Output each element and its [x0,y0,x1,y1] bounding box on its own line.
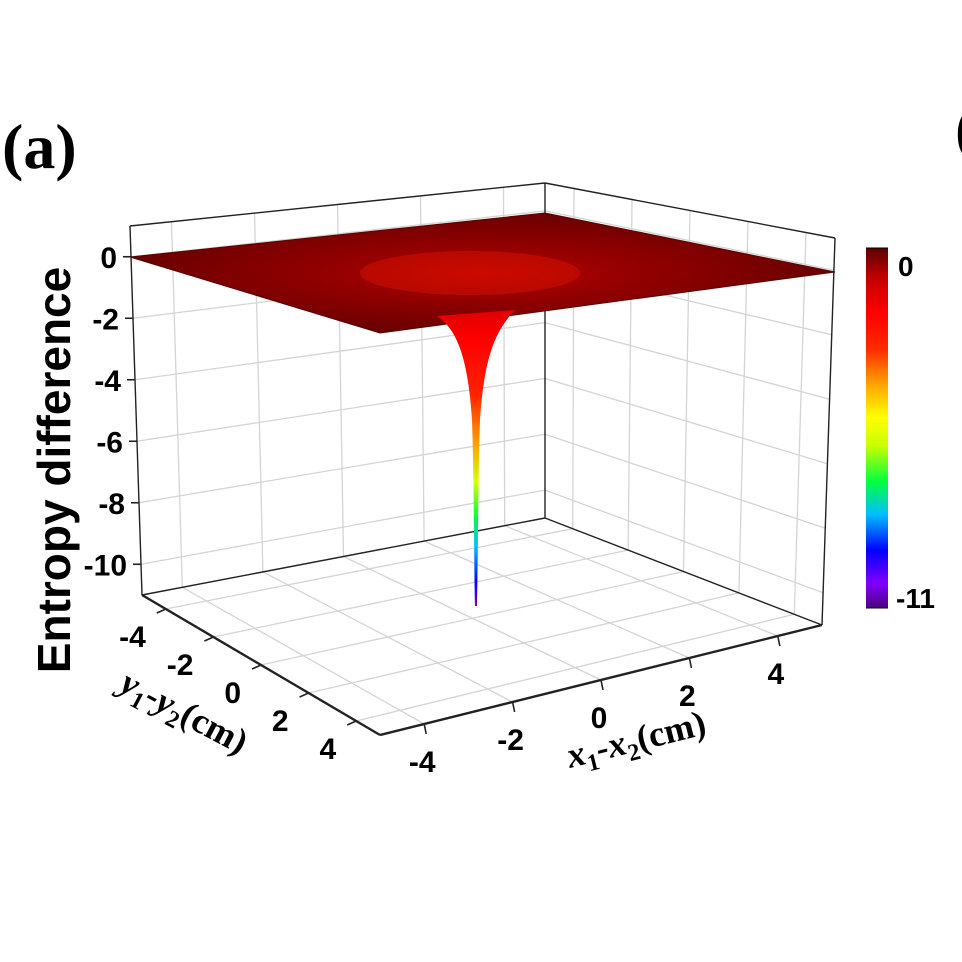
axis-edge [129,225,143,596]
x-tick-label: 0 [591,702,608,735]
y-tick-label: -4 [119,621,146,654]
grid-line-y [165,528,573,610]
axis-edge [129,182,546,227]
colorbar [866,248,888,608]
panel-label-partial: ( [955,93,962,164]
grid-lines [130,187,835,725]
surface-center-glow [360,251,580,295]
grid-line-y [308,592,740,694]
axis-edge [544,182,836,239]
y-tick-labels: -4 -2 024 [119,621,336,766]
panel-label: (a) [2,111,77,182]
x-axis-label: x1-x2(cm) [561,703,711,782]
z-tick-label: -4 [94,365,121,398]
x-tick-label: -4 [409,746,436,779]
y-tick-label: 2 [272,705,289,738]
grid-line-y [213,549,629,638]
y-axis-label-unit: (cm) [174,694,255,762]
grid-line-y [356,613,795,722]
x-tick-mark [777,635,781,647]
y-tick-mark [251,664,262,670]
x-tick-label: 4 [767,658,784,691]
x-axis-label-unit: (cm) [632,703,710,759]
z-tick-label: 0 [100,242,117,275]
z-tick-label: -2 [92,303,119,336]
x-tick-label: 2 [679,680,696,713]
colorbar-max-label: 0 [898,251,914,282]
x-tick-mark [511,701,516,713]
z-axis-label: Entropy difference [28,267,80,673]
x-tick-labels: -4 -2 0 2 4 [409,658,785,779]
y-tick-label: 4 [320,733,337,766]
z-tick-labels: 0 -2 -4 -6 -8 -10 [84,242,127,583]
y-tick-mark [156,608,167,614]
x-tick-label: -2 [497,724,524,757]
grid-line-y [260,570,684,666]
z-tick-label: -6 [96,426,123,459]
y-tick-mark [204,636,214,642]
x-tick-mark [688,657,693,669]
colorbar-min-label: -11 [896,583,935,614]
grid-line-y [793,232,807,615]
y-tick-mark [299,692,309,698]
grid-line-x [170,221,183,588]
z-tick-label: -8 [98,488,125,521]
y-tick-label: 0 [224,677,241,710]
z-tick-label: -10 [84,549,127,582]
surface-spike [437,310,515,606]
y-tick-mark [346,720,357,726]
x-tick-mark [600,679,604,691]
axis-edge [544,517,823,626]
x-tick-mark [423,723,427,735]
axis-edge [821,237,836,626]
y-tick-label: -2 [167,649,194,682]
